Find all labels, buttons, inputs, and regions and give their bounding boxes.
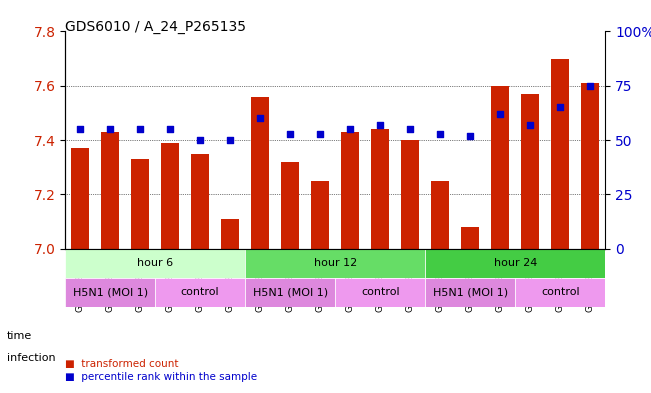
Text: control: control [361, 287, 400, 297]
Point [105, 126, 115, 132]
Text: H5N1 (MOI 1): H5N1 (MOI 1) [72, 287, 148, 297]
Point [285, 130, 296, 137]
Bar [371, 129, 389, 249]
Point [315, 130, 326, 137]
Point [495, 111, 506, 117]
Text: hour 6: hour 6 [137, 258, 173, 268]
Point [255, 115, 266, 121]
Point [165, 126, 175, 132]
FancyBboxPatch shape [65, 249, 245, 277]
Text: H5N1 (MOI 1): H5N1 (MOI 1) [253, 287, 328, 297]
Text: infection: infection [7, 353, 55, 363]
Bar [341, 132, 359, 249]
Text: control: control [541, 287, 579, 297]
FancyBboxPatch shape [425, 249, 605, 277]
Bar [551, 59, 570, 249]
Bar [281, 162, 299, 249]
Point [555, 104, 566, 110]
Text: hour 24: hour 24 [493, 258, 537, 268]
Bar [221, 219, 239, 249]
Point [195, 137, 206, 143]
Bar [311, 181, 329, 249]
Text: ■  percentile rank within the sample: ■ percentile rank within the sample [65, 372, 257, 382]
Point [465, 132, 475, 139]
Point [375, 122, 385, 128]
Bar [462, 227, 479, 249]
Point [135, 126, 145, 132]
Text: H5N1 (MOI 1): H5N1 (MOI 1) [433, 287, 508, 297]
Bar [251, 97, 270, 249]
Point [345, 126, 355, 132]
Bar [101, 132, 119, 249]
Text: GDS6010 / A_24_P265135: GDS6010 / A_24_P265135 [65, 20, 246, 34]
FancyBboxPatch shape [425, 277, 516, 307]
Bar [521, 94, 540, 249]
Point [525, 122, 536, 128]
FancyBboxPatch shape [155, 277, 245, 307]
Text: hour 12: hour 12 [314, 258, 357, 268]
FancyBboxPatch shape [516, 277, 605, 307]
Bar [581, 83, 600, 249]
FancyBboxPatch shape [65, 277, 155, 307]
Text: control: control [181, 287, 219, 297]
Point [75, 126, 85, 132]
Bar [71, 148, 89, 249]
Bar [432, 181, 449, 249]
Point [585, 83, 596, 89]
FancyBboxPatch shape [245, 277, 335, 307]
Point [435, 130, 445, 137]
FancyBboxPatch shape [245, 249, 425, 277]
Bar [401, 140, 419, 249]
Text: ■  transformed count: ■ transformed count [65, 358, 178, 369]
Point [405, 126, 415, 132]
Bar [131, 159, 149, 249]
FancyBboxPatch shape [335, 277, 425, 307]
Bar [191, 154, 209, 249]
Bar [161, 143, 179, 249]
Bar [492, 86, 509, 249]
Point [225, 137, 236, 143]
Text: time: time [7, 331, 32, 341]
